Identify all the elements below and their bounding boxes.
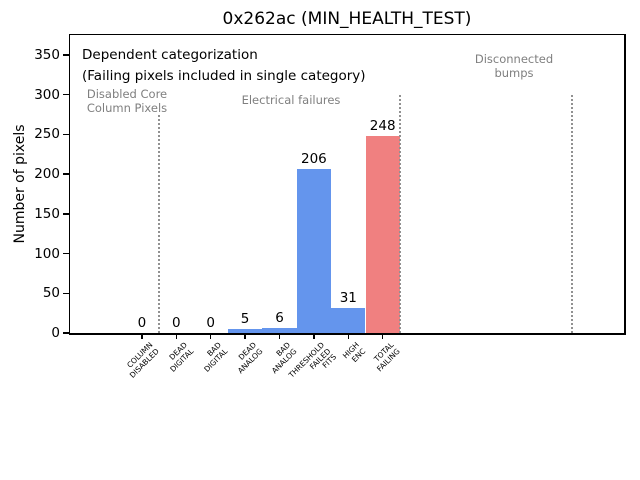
bar: [365, 136, 400, 333]
y-tick: [62, 133, 69, 136]
x-tick: [141, 334, 143, 339]
y-tick-label: 200: [34, 166, 60, 183]
y-tick: [62, 292, 69, 295]
bar: [296, 169, 332, 333]
axis-spine-bottom: [68, 333, 626, 335]
x-tick-label: BAD DIGITAL: [202, 340, 230, 374]
plot-area: 0 0 0 5 6 206 31 248: [70, 35, 624, 333]
x-tick: [381, 334, 384, 339]
x-tick: [347, 334, 350, 339]
bar-value-label: 31: [339, 290, 357, 307]
y-tick: [62, 332, 69, 334]
y-tick-label: 0: [51, 325, 60, 341]
bar-value-label: 0: [137, 315, 147, 331]
category-separator-line: [158, 115, 161, 333]
x-tick-label: DEAD ANALOG: [235, 340, 264, 376]
y-tick-label: 300: [34, 86, 60, 103]
y-tick: [62, 173, 69, 175]
category-separator-line: [398, 95, 401, 333]
x-tick-label: COLUMN DISABLED: [125, 340, 161, 380]
y-tick-label: 350: [34, 47, 60, 63]
annotation: Disabled Core Column Pixels: [86, 87, 168, 115]
y-tick: [62, 252, 69, 255]
annotation: Electrical failures: [241, 93, 341, 107]
y-tick-label: 50: [42, 285, 60, 302]
y-tick: [62, 213, 69, 215]
bar-value-label: 5: [240, 311, 250, 328]
chart-title: 0x262ac (MIN_HEALTH_TEST): [222, 9, 472, 29]
x-tick-label: DEAD DIGITAL: [167, 340, 196, 374]
bar: [262, 328, 297, 333]
x-tick-label: HIGH ENC: [340, 340, 368, 364]
y-tick-label: 150: [34, 205, 60, 222]
axis-spine-left: [68, 33, 70, 335]
axis-spine-top: [68, 33, 626, 35]
axis-spine-right: [624, 33, 626, 335]
y-tick: [62, 93, 69, 96]
y-tick-label: 250: [34, 126, 60, 143]
annotation: Dependent categorization: [82, 47, 258, 63]
bar-value-label: 0: [172, 315, 181, 331]
bar-value-label: 206: [301, 151, 327, 168]
y-tick: [62, 54, 69, 56]
x-tick: [313, 334, 315, 339]
annotation: (Failing pixels included in single categ…: [82, 68, 366, 84]
bar-value-label: 6: [275, 310, 284, 327]
bar: [227, 329, 263, 333]
bar-value-label: 0: [206, 315, 215, 331]
bar-value-label: 248: [369, 118, 396, 135]
bar: [331, 308, 366, 333]
x-tick: [175, 334, 178, 339]
x-tick: [244, 334, 246, 339]
x-tick-label: TOTAL FAILING: [372, 340, 402, 374]
category-separator-line: [570, 95, 573, 333]
y-tick-label: 100: [34, 245, 60, 262]
x-tick: [209, 334, 212, 339]
x-tick: [278, 334, 281, 339]
annotation: Disconnected bumps: [474, 52, 554, 80]
